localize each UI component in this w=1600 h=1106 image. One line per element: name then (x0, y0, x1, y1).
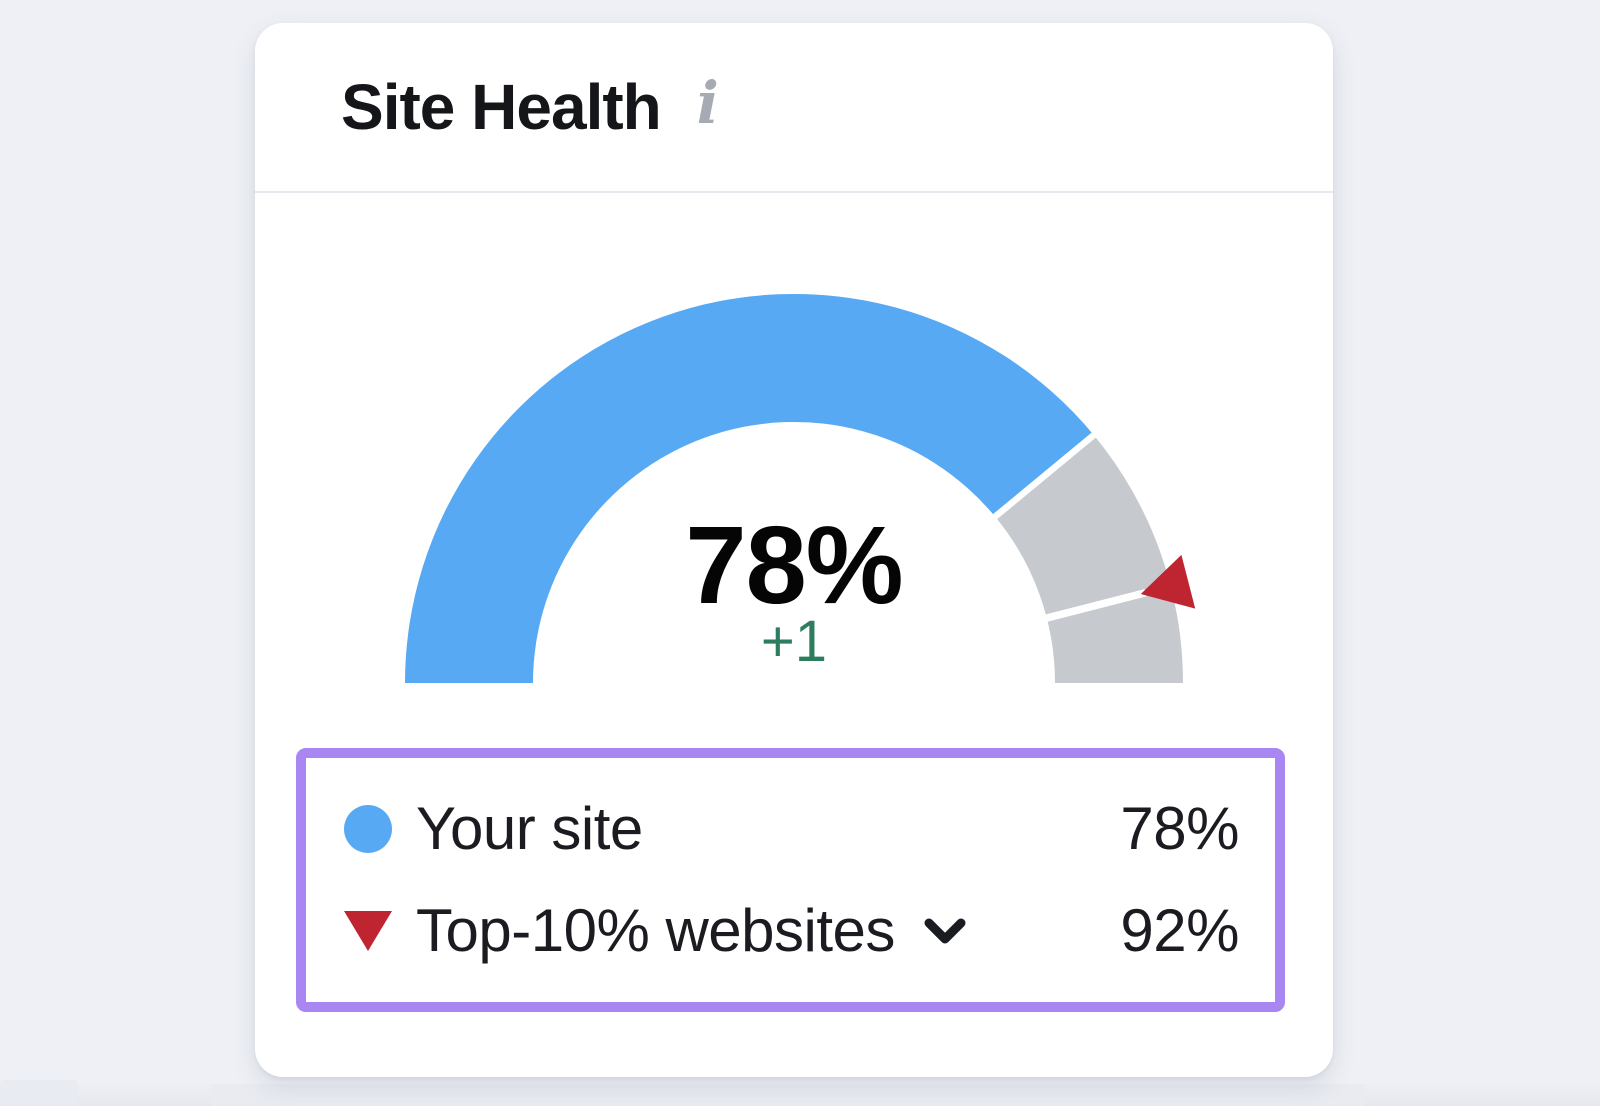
legend-label-your-site: Your site (416, 795, 643, 863)
blue-dot-icon (342, 805, 394, 854)
page-title: Site Health (341, 71, 662, 143)
info-icon[interactable]: i (696, 69, 719, 137)
site-health-card: Site Health i 78% +1 Your site 78% Top-1… (255, 23, 1333, 1077)
legend-value-your-site: 78% (1120, 795, 1239, 863)
legend-row-benchmark: Top-10% websites 92% (342, 896, 1239, 964)
legend-row-your-site: Your site 78% (342, 799, 1239, 859)
site-health-gauge: 78% +1 (255, 193, 1333, 753)
legend-label-benchmark: Top-10% websites (416, 896, 895, 964)
red-triangle-icon (342, 910, 394, 952)
legend-value-benchmark: 92% (1120, 896, 1239, 964)
benchmark-dropdown[interactable]: Top-10% websites (394, 896, 967, 964)
chevron-down-icon (924, 918, 966, 944)
gauge-legend: Your site 78% Top-10% websites 92% (296, 748, 1285, 1012)
card-header: Site Health i (255, 23, 1333, 193)
background-artifact (0, 1080, 78, 1106)
gauge-svg (405, 293, 1196, 683)
background-artifact (212, 1084, 1364, 1106)
gauge-value: 78% (685, 504, 903, 627)
gauge-delta: +1 (760, 609, 828, 674)
